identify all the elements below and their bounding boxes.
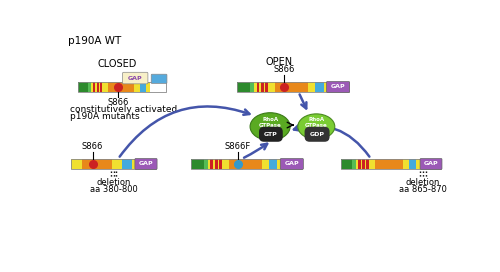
Bar xyxy=(262,159,269,169)
Bar xyxy=(366,159,369,169)
Bar xyxy=(213,159,215,169)
Text: aa 865-870: aa 865-870 xyxy=(399,185,447,194)
Bar xyxy=(82,159,112,169)
Text: GAP: GAP xyxy=(330,84,345,89)
Bar xyxy=(215,159,218,169)
FancyBboxPatch shape xyxy=(151,74,167,84)
Bar xyxy=(275,82,308,92)
Text: GDP: GDP xyxy=(310,132,324,137)
Text: GAP: GAP xyxy=(138,161,154,166)
FancyBboxPatch shape xyxy=(280,159,303,169)
Text: CLOSED: CLOSED xyxy=(98,59,137,69)
Bar xyxy=(341,159,352,169)
Bar xyxy=(122,159,132,169)
Bar xyxy=(315,82,324,92)
Bar xyxy=(264,82,266,92)
Bar xyxy=(362,159,365,169)
Bar xyxy=(268,82,275,92)
Text: S866: S866 xyxy=(273,65,294,74)
Text: S866: S866 xyxy=(82,142,104,151)
Bar xyxy=(358,159,361,169)
Bar xyxy=(229,159,262,169)
Bar xyxy=(88,82,91,92)
Bar xyxy=(356,159,358,169)
Bar xyxy=(254,82,256,92)
Text: p190A mutants: p190A mutants xyxy=(70,112,140,121)
Bar xyxy=(369,159,375,169)
Text: deletion: deletion xyxy=(96,178,131,187)
Text: S866F: S866F xyxy=(224,142,251,151)
Bar xyxy=(204,159,208,169)
Text: GAP: GAP xyxy=(424,161,438,166)
Bar xyxy=(250,82,254,92)
Text: RhoA
GTPase: RhoA GTPase xyxy=(305,117,328,128)
Bar xyxy=(403,159,409,169)
Bar xyxy=(365,159,366,169)
Bar xyxy=(361,159,362,169)
Bar xyxy=(218,159,220,169)
Bar xyxy=(100,82,102,92)
Bar xyxy=(72,159,82,169)
Bar xyxy=(237,82,250,92)
Text: aa 380-800: aa 380-800 xyxy=(90,185,138,194)
Bar xyxy=(256,82,260,92)
Bar xyxy=(191,159,302,169)
Bar xyxy=(237,82,348,92)
Bar xyxy=(91,82,93,92)
Bar xyxy=(140,82,146,92)
Bar xyxy=(220,159,222,169)
Bar xyxy=(375,159,403,169)
Bar xyxy=(78,82,166,92)
Bar xyxy=(324,82,328,92)
Bar xyxy=(261,82,264,92)
Bar xyxy=(78,82,88,92)
Bar xyxy=(191,159,203,169)
Bar xyxy=(341,159,441,169)
Bar xyxy=(266,82,268,92)
Bar xyxy=(210,159,213,169)
Bar xyxy=(99,82,100,92)
Text: S866: S866 xyxy=(108,98,129,107)
Text: GAP: GAP xyxy=(284,161,299,166)
Bar xyxy=(208,159,210,169)
Bar xyxy=(308,82,315,92)
Text: OPEN: OPEN xyxy=(266,57,293,67)
FancyBboxPatch shape xyxy=(420,159,442,169)
Text: GTP: GTP xyxy=(264,132,278,137)
Text: RhoA
GTPase: RhoA GTPase xyxy=(258,117,281,128)
Bar xyxy=(102,82,108,92)
Bar xyxy=(108,82,134,92)
Bar xyxy=(96,82,99,92)
Text: GAP: GAP xyxy=(128,76,142,81)
FancyBboxPatch shape xyxy=(326,82,349,92)
Ellipse shape xyxy=(298,114,335,139)
Ellipse shape xyxy=(250,113,290,140)
Text: p190A WT: p190A WT xyxy=(68,36,121,46)
Bar xyxy=(72,159,156,169)
FancyBboxPatch shape xyxy=(122,72,148,84)
Bar xyxy=(260,82,261,92)
Bar xyxy=(134,82,140,92)
Bar xyxy=(146,82,150,92)
Bar xyxy=(269,159,278,169)
Bar xyxy=(93,82,96,92)
Bar xyxy=(222,159,229,169)
Bar xyxy=(352,159,356,169)
Bar xyxy=(112,159,122,169)
Text: constitutively activated: constitutively activated xyxy=(70,105,177,114)
FancyBboxPatch shape xyxy=(135,159,157,169)
Bar xyxy=(409,159,416,169)
Text: deletion: deletion xyxy=(406,178,440,187)
Bar xyxy=(132,159,139,169)
Bar xyxy=(278,159,282,169)
Bar xyxy=(416,159,421,169)
